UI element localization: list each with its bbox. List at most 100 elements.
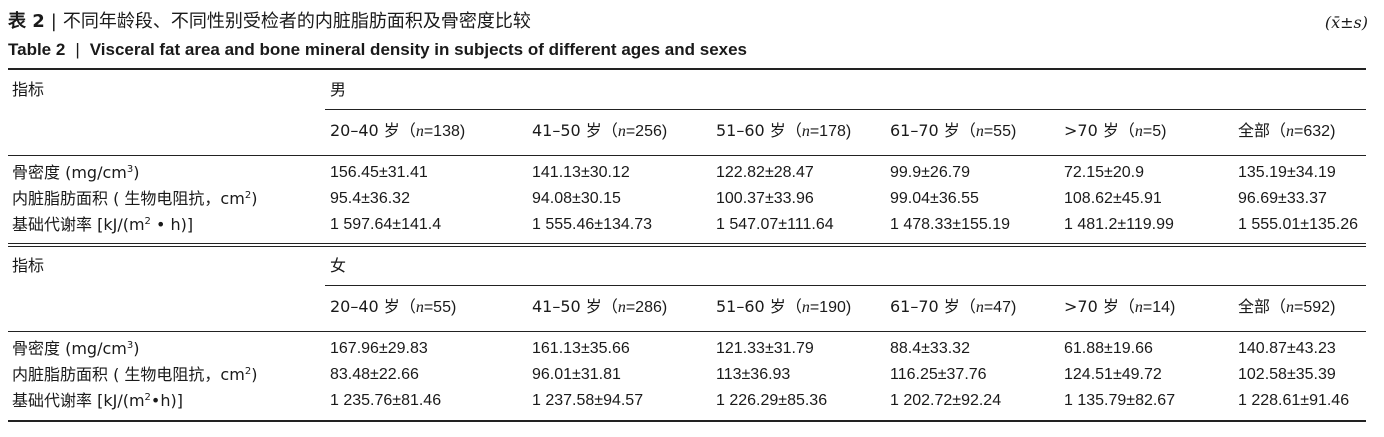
row-label: 基础代谢率 [kJ/(m2•h)] [12, 389, 183, 413]
section-divider-rule [8, 246, 1366, 247]
table-title-text-en: Visceral fat area and bone mineral densi… [89, 40, 748, 59]
n-symbol: n [415, 123, 424, 140]
table-cell: 1 478.33±155.19 [890, 213, 1010, 237]
group-n: 138 [433, 123, 460, 140]
n-symbol: n [975, 299, 984, 316]
group-n-close: ) [845, 123, 852, 140]
group-age: 全部 [1238, 121, 1271, 140]
group-n: 632 [1303, 123, 1331, 140]
title-separator-en: | [75, 40, 80, 59]
row-label-sup: 2 [244, 190, 252, 201]
section-divider-rule [8, 243, 1366, 244]
cell-value: 1 228.61±91.46 [1238, 392, 1350, 409]
table-label-cn: 表 2 [8, 11, 45, 32]
group-n: 55 [433, 299, 451, 316]
n-symbol: n [975, 123, 984, 140]
group-n-open: （ [959, 123, 976, 140]
group-n-eq: = [423, 299, 434, 316]
n-symbol: n [415, 299, 424, 316]
stat-note: (x̄±s) [1324, 13, 1368, 32]
group-n-close: ) [1010, 123, 1017, 140]
cell-value: 161.13±35.66 [532, 340, 630, 357]
group-n: 256 [635, 123, 662, 140]
header-bottom-rule [8, 331, 1366, 332]
table-cell: 135.19±34.19 [1238, 161, 1336, 185]
group-header: >70 岁（n=5) [1064, 119, 1166, 144]
table-cell: 1 547.07±111.64 [716, 213, 834, 237]
group-n: 14 [1152, 299, 1171, 316]
sex-header: 女 [330, 254, 346, 278]
table-cell: 1 202.72±92.24 [890, 389, 1001, 413]
table-cell: 113±36.93 [716, 363, 790, 387]
cell-value: 72.15±20.9 [1064, 164, 1144, 181]
group-n-close: ) [845, 299, 852, 316]
table-cell: 1 226.29±85.36 [716, 389, 827, 413]
n-symbol: n [1286, 123, 1295, 140]
table-cell: 1 555.46±134.73 [532, 213, 652, 237]
group-n-open: （ [601, 299, 618, 316]
table-cell: 156.45±31.41 [330, 161, 428, 185]
group-n-open: （ [399, 123, 416, 140]
group-n-open: （ [1118, 299, 1135, 316]
group-age: 全部 [1238, 297, 1271, 316]
group-n-open: （ [1118, 123, 1135, 140]
group-n: 178 [819, 123, 846, 140]
group-n: 286 [635, 299, 662, 316]
row-label-text: 骨密度 (mg/cm [12, 339, 127, 358]
index-label-text: 指标 [12, 256, 45, 275]
n-symbol: n [1134, 123, 1143, 140]
group-n-close: ) [1161, 123, 1167, 140]
table-cell: 94.08±30.15 [532, 187, 621, 211]
table-cell: 141.13±30.12 [532, 161, 630, 185]
group-n-open: （ [1270, 299, 1287, 316]
group-age: 41–50 岁 [532, 297, 602, 316]
cell-value: 1 235.76±81.46 [330, 392, 442, 409]
title-separator: | [50, 11, 57, 32]
group-header: 61–70 岁（n=55) [890, 119, 1016, 144]
cell-value: 1 237.58±94.57 [532, 392, 644, 409]
row-label-tail: • h)] [150, 215, 194, 234]
cell-value: 1 547.07±111.64 [716, 216, 834, 233]
group-age: 20–40 岁 [330, 297, 400, 316]
group-n-eq: = [423, 123, 434, 140]
table-bottom-rule [8, 420, 1366, 422]
sex-header: 男 [330, 78, 346, 102]
group-age: >70 岁 [1064, 121, 1119, 140]
row-label: 骨密度 (mg/cm3) [12, 161, 139, 185]
group-age: 61–70 岁 [890, 297, 960, 316]
group-n-open: （ [785, 123, 802, 140]
group-n-open: （ [785, 299, 802, 316]
table-top-rule [8, 68, 1366, 70]
cell-value: 141.13±30.12 [532, 164, 630, 181]
row-label-tail: ) [133, 339, 140, 358]
group-n-open: （ [1270, 123, 1287, 140]
table-title-text-cn: 不同年龄段、不同性别受检者的内脏脂肪面积及骨密度比较 [62, 11, 531, 32]
table-cell: 1 235.76±81.46 [330, 389, 441, 413]
cell-value: 95.4±36.32 [330, 190, 410, 207]
n-symbol: n [801, 299, 810, 316]
group-n-open: （ [601, 123, 618, 140]
cell-value: 135.19±34.19 [1238, 164, 1336, 181]
group-n: 592 [1303, 299, 1331, 316]
group-header: 20–40 岁（n=55) [330, 295, 456, 320]
cell-value: 121.33±31.79 [716, 340, 814, 357]
group-n-eq: = [983, 123, 994, 140]
cell-value: 100.37±33.96 [716, 190, 814, 207]
row-label-sup: 2 [144, 392, 151, 403]
group-n-close: ) [1170, 299, 1176, 316]
table-cell: 140.87±43.23 [1238, 337, 1336, 361]
group-n-close: ) [1330, 299, 1336, 316]
cell-value: 83.48±22.66 [330, 366, 419, 383]
n-symbol: n [801, 123, 810, 140]
cell-value: 113±36.93 [716, 366, 791, 383]
table-cell: 121.33±31.79 [716, 337, 814, 361]
table-cell: 72.15±20.9 [1064, 161, 1144, 185]
group-n-open: （ [399, 299, 416, 316]
group-header: 41–50 岁（n=286) [532, 295, 667, 320]
group-age: >70 岁 [1064, 297, 1119, 316]
cell-value: 99.04±36.55 [890, 190, 979, 207]
cell-value: 167.96±29.83 [330, 340, 428, 357]
table-cell: 1 228.61±91.46 [1238, 389, 1349, 413]
cell-value: 1 478.33±155.19 [890, 216, 1010, 233]
cell-value: 61.88±19.66 [1064, 340, 1153, 357]
